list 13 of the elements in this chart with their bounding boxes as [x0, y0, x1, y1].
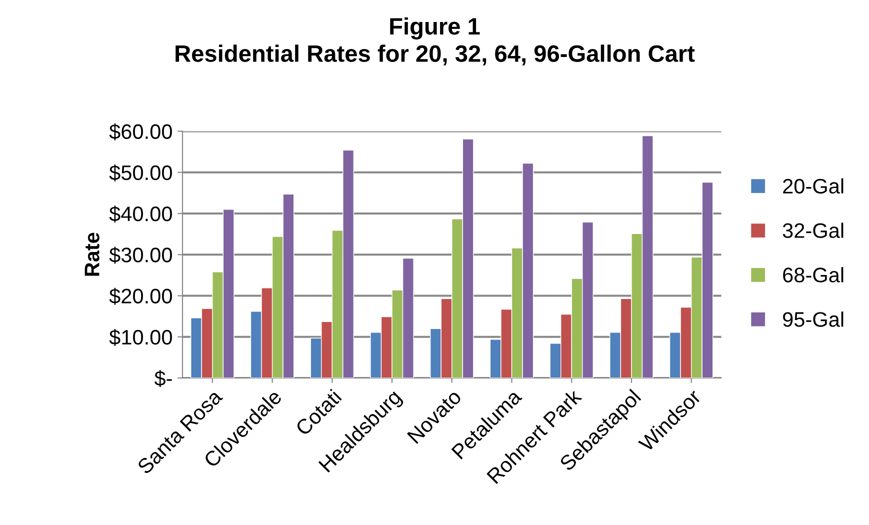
y-tick-label: $60.00 [109, 123, 172, 140]
legend-label: 68-Gal [783, 267, 844, 282]
y-tick-label: $20.00 [109, 288, 172, 305]
y-tick-label: $50.00 [109, 164, 172, 182]
legend-label: 20-Gal [783, 178, 844, 194]
chart-title: Figure 1 Residential Rates for 20, 32, 64, 96-Gallon Cart [176, 17, 695, 66]
y-axis-title: Rate [84, 232, 100, 276]
y-tick-label: $- [154, 370, 172, 387]
legend-label: 95-Gal [783, 312, 844, 327]
y-tick-label: $10.00 [109, 329, 172, 346]
legend-label: 32-Gal [782, 222, 844, 238]
y-tick-label: $40.00 [109, 206, 172, 222]
y-tick-label: $30.00 [109, 246, 172, 264]
